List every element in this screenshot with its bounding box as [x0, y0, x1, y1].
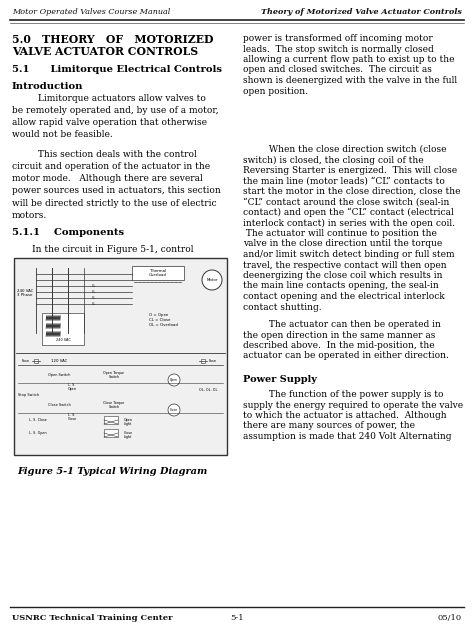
- Text: “CL” contact around the close switch (seal-in: “CL” contact around the close switch (se…: [243, 197, 449, 207]
- Text: Close
Light: Close Light: [124, 431, 133, 439]
- Text: The actuator will continue to position the: The actuator will continue to position t…: [243, 229, 437, 238]
- Bar: [104, 416, 118, 424]
- Text: travel, the respective contact will then open: travel, the respective contact will then…: [243, 260, 447, 269]
- Text: 5.1      Limitorque Electrical Controls: 5.1 Limitorque Electrical Controls: [12, 65, 222, 74]
- Text: Figure 5-1 Typical Wiring Diagram: Figure 5-1 Typical Wiring Diagram: [17, 467, 207, 476]
- Text: contact opening and the electrical interlock: contact opening and the electrical inter…: [243, 292, 445, 301]
- Text: the main line (motor leads) “CL” contacts to: the main line (motor leads) “CL” contact…: [243, 176, 445, 186]
- Text: Motor: Motor: [206, 278, 218, 282]
- Text: CL: CL: [92, 284, 96, 288]
- Text: 240 VAC
3 Phase: 240 VAC 3 Phase: [17, 289, 33, 297]
- Text: Introduction: Introduction: [12, 82, 83, 91]
- Text: Close Switch: Close Switch: [47, 403, 70, 407]
- Text: In the circuit in Figure 5-1, control: In the circuit in Figure 5-1, control: [32, 245, 193, 254]
- Text: USNRC Technical Training Center: USNRC Technical Training Center: [12, 614, 173, 622]
- Text: open position.: open position.: [243, 87, 308, 95]
- Text: shown is deenergized with the valve in the full: shown is deenergized with the valve in t…: [243, 76, 457, 85]
- Bar: [132, 266, 184, 280]
- Text: Open Torque
Switch: Open Torque Switch: [103, 371, 125, 379]
- Bar: [34, 359, 38, 363]
- Text: the main line contacts opening, the seal-in: the main line contacts opening, the seal…: [243, 281, 439, 291]
- Bar: [14, 258, 227, 455]
- Circle shape: [168, 404, 180, 416]
- Text: power is transformed off incoming motor: power is transformed off incoming motor: [243, 34, 433, 43]
- Text: supply the energy required to operate the valve: supply the energy required to operate th…: [243, 401, 463, 410]
- Text: L. S.
Open: L. S. Open: [67, 383, 76, 391]
- Text: Stop Switch: Stop Switch: [18, 393, 39, 397]
- Text: Fuse: Fuse: [209, 359, 217, 363]
- Text: valve in the close direction until the torque: valve in the close direction until the t…: [243, 240, 442, 248]
- Text: 120 VAC: 120 VAC: [51, 359, 67, 363]
- Text: Reversing Starter is energized.  This will close: Reversing Starter is energized. This wil…: [243, 166, 457, 175]
- Text: leads.  The stop switch is normally closed: leads. The stop switch is normally close…: [243, 44, 434, 54]
- Text: Theory of Motorized Valve Actuator Controls: Theory of Motorized Valve Actuator Contr…: [261, 8, 462, 16]
- Text: there are many sources of power, the: there are many sources of power, the: [243, 422, 415, 430]
- Text: Open
Light: Open Light: [124, 418, 133, 426]
- Text: described above.  In the mid-position, the: described above. In the mid-position, th…: [243, 341, 435, 350]
- Text: interlock contact) in series with the open coil.: interlock contact) in series with the op…: [243, 219, 455, 228]
- Text: L. S.
Close: L. S. Close: [67, 413, 77, 422]
- Text: 5.1.1    Components: 5.1.1 Components: [12, 228, 124, 237]
- Text: 240 VAC: 240 VAC: [55, 338, 71, 342]
- Text: assumption is made that 240 Volt Alternating: assumption is made that 240 Volt Alterna…: [243, 432, 452, 441]
- Text: Power Supply: Power Supply: [243, 375, 317, 384]
- Text: contact shutting.: contact shutting.: [243, 303, 322, 312]
- Text: 05/10: 05/10: [438, 614, 462, 622]
- Text: Close: Close: [170, 408, 178, 412]
- Text: CL: CL: [92, 290, 96, 294]
- Text: the open direction in the same manner as: the open direction in the same manner as: [243, 331, 436, 339]
- Text: CL: CL: [92, 296, 96, 300]
- Bar: [104, 429, 118, 437]
- Text: Motor Operated Valves Course Manual: Motor Operated Valves Course Manual: [12, 8, 170, 16]
- Text: Thermal
Overload: Thermal Overload: [149, 269, 167, 277]
- Text: switch) is closed, the closing coil of the: switch) is closed, the closing coil of t…: [243, 155, 424, 164]
- Text: L. S. Close: L. S. Close: [29, 418, 47, 422]
- Text: to which the actuator is attached.  Although: to which the actuator is attached. Altho…: [243, 411, 447, 420]
- Text: contact) and open the “CL” contact (electrical: contact) and open the “CL” contact (elec…: [243, 208, 454, 217]
- Text: O = Open
CL = Close
OL = Overload: O = Open CL = Close OL = Overload: [149, 313, 178, 327]
- Text: Open Switch: Open Switch: [48, 373, 70, 377]
- Text: Fuse: Fuse: [22, 359, 30, 363]
- Text: start the motor in the close direction, close the: start the motor in the close direction, …: [243, 187, 461, 196]
- Text: When the close direction switch (close: When the close direction switch (close: [243, 145, 447, 154]
- Text: 5.0   THEORY   OF   MOTORIZED: 5.0 THEORY OF MOTORIZED: [12, 34, 213, 45]
- Text: L. S. Open: L. S. Open: [29, 431, 46, 435]
- Bar: [42, 313, 84, 345]
- Text: CL: CL: [92, 302, 96, 306]
- Text: OL, OL, OL: OL, OL, OL: [199, 388, 217, 392]
- Text: open and closed switches.  The circuit as: open and closed switches. The circuit as: [243, 66, 432, 75]
- Circle shape: [202, 270, 222, 290]
- Text: Close Torque
Switch: Close Torque Switch: [103, 401, 125, 410]
- Text: Limitorque actuators allow valves to
be remotely operated and, by use of a motor: Limitorque actuators allow valves to be …: [12, 94, 219, 140]
- Text: This section deals with the control
circuit and operation of the actuator in the: This section deals with the control circ…: [12, 150, 221, 220]
- Text: VALVE ACTUATOR CONTROLS: VALVE ACTUATOR CONTROLS: [12, 46, 198, 57]
- Text: actuator can be operated in either direction.: actuator can be operated in either direc…: [243, 351, 449, 360]
- Text: Open: Open: [170, 378, 178, 382]
- Bar: [201, 359, 205, 363]
- Text: The actuator can then be operated in: The actuator can then be operated in: [243, 320, 441, 329]
- Text: allowing a current flow path to exist up to the: allowing a current flow path to exist up…: [243, 55, 455, 64]
- Text: and/or limit switch detect binding or full stem: and/or limit switch detect binding or fu…: [243, 250, 455, 259]
- Text: The function of the power supply is to: The function of the power supply is to: [243, 390, 444, 399]
- Text: 5-1: 5-1: [230, 614, 244, 622]
- Circle shape: [168, 374, 180, 386]
- Text: deenergizing the close coil which results in: deenergizing the close coil which result…: [243, 271, 443, 280]
